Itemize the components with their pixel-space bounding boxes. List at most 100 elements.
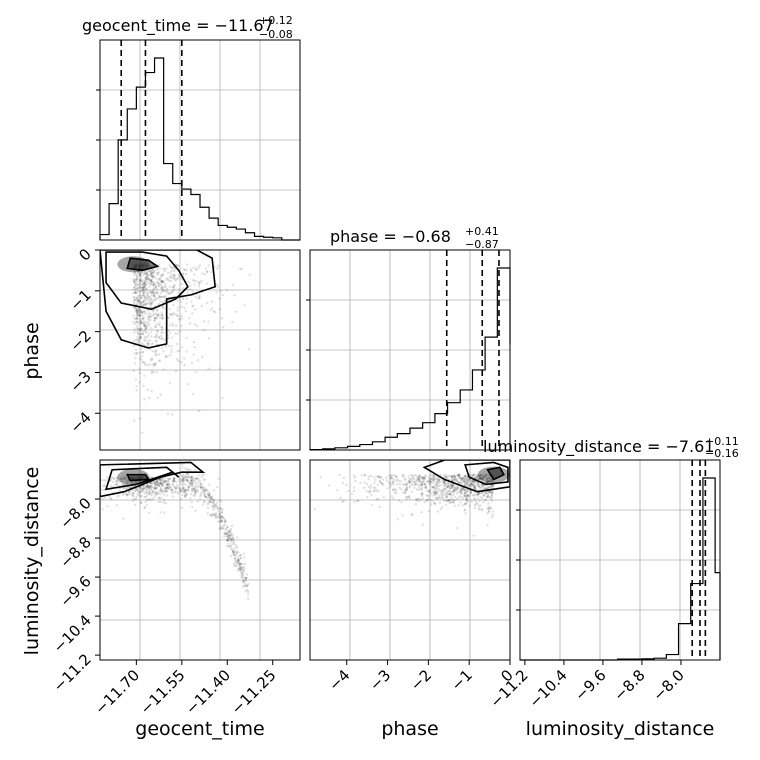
scatter-point	[133, 419, 136, 422]
scatter-point	[478, 477, 481, 480]
scatter-point	[88, 485, 90, 487]
scatter-point	[234, 554, 238, 557]
scatter-point	[141, 317, 144, 320]
scatter-point	[136, 493, 139, 496]
scatter-point	[165, 277, 168, 280]
scatter-point	[139, 294, 143, 298]
scatter-point	[147, 325, 150, 328]
scatter-point	[200, 473, 204, 476]
scatter-point	[487, 505, 490, 508]
scatter-point	[155, 308, 159, 311]
scatter-point	[445, 482, 449, 485]
scatter-point	[480, 473, 483, 476]
scatter-point	[469, 479, 473, 483]
scatter-point	[458, 475, 462, 478]
scatter-point	[140, 332, 143, 335]
scatter-point	[457, 473, 461, 476]
scatter-point	[152, 283, 155, 286]
scatter-point	[205, 282, 208, 285]
scatter-point	[488, 490, 492, 494]
scatter-point	[179, 489, 182, 492]
scatter-point	[151, 490, 154, 493]
scatter-point	[144, 500, 147, 504]
scatter-point	[233, 547, 237, 550]
scatter-point	[483, 498, 486, 501]
scatter-point	[480, 492, 483, 495]
scatter-point	[478, 492, 481, 495]
scatter-point	[187, 468, 190, 471]
scatter-point	[408, 497, 411, 500]
scatter-point	[473, 506, 477, 510]
scatter-point	[408, 479, 411, 483]
scatter-point	[446, 492, 449, 495]
scatter-point	[132, 300, 136, 303]
scatter-point	[122, 477, 125, 481]
scatter-point	[171, 273, 174, 276]
scatter-point	[159, 274, 163, 277]
scatter-point	[461, 487, 464, 490]
scatter-point	[353, 476, 357, 479]
scatter-point	[135, 309, 138, 313]
scatter-point	[196, 476, 199, 480]
title-phase-plus: +0.41	[465, 225, 499, 238]
scatter-point	[144, 271, 148, 275]
scatter-point	[231, 283, 235, 287]
scatter-point	[434, 491, 437, 495]
scatter-point	[444, 491, 447, 494]
scatter-point	[238, 563, 242, 566]
scatter-point	[247, 597, 250, 601]
scatter-point	[233, 557, 236, 560]
scatter-point	[445, 495, 448, 498]
scatter-point	[216, 267, 219, 270]
scatter-point	[165, 486, 168, 489]
scatter-point	[189, 479, 193, 482]
scatter-point	[96, 486, 98, 488]
scatter-point	[143, 272, 146, 276]
scatter-point	[246, 593, 250, 596]
scatter-point	[471, 480, 474, 483]
scatter-point	[441, 497, 444, 500]
scatter-point	[443, 493, 447, 496]
scatter-point	[147, 274, 150, 277]
scatter-point	[401, 491, 405, 494]
scatter-point	[144, 326, 147, 329]
scatter-point	[468, 504, 471, 508]
scatter-point	[156, 314, 159, 317]
scatter-point	[124, 483, 128, 486]
scatter-point	[161, 287, 165, 290]
scatter-point	[143, 295, 147, 299]
scatter-point	[178, 478, 181, 482]
scatter-point	[141, 288, 145, 291]
scatter-point	[376, 475, 379, 479]
scatter-point	[350, 492, 353, 496]
scatter-point	[160, 489, 163, 492]
scatter-point	[134, 271, 137, 274]
scatter-point	[432, 476, 436, 479]
scatter-point	[196, 490, 199, 493]
scatter-point	[185, 472, 188, 475]
scatter-point	[142, 486, 145, 490]
scatter-point	[179, 489, 183, 493]
scatter-point	[431, 477, 434, 480]
scatter-point	[484, 498, 488, 502]
scatter-point	[136, 270, 140, 273]
scatter-point	[160, 347, 164, 350]
scatter-point	[482, 500, 485, 504]
scatter-point	[134, 481, 137, 484]
scatter-point	[123, 478, 127, 481]
scatter-point	[152, 282, 156, 286]
scatter-point	[242, 567, 246, 571]
scatter-point	[199, 485, 202, 488]
scatter-point	[189, 268, 193, 271]
scatter-point	[122, 487, 125, 490]
scatter-point	[154, 325, 157, 329]
scatter-point	[424, 485, 427, 488]
scatter-point	[214, 511, 218, 515]
scatter-point	[410, 480, 414, 483]
scatter-point	[138, 290, 141, 294]
scatter-point	[155, 486, 158, 490]
scatter-point	[128, 490, 131, 494]
scatter-point	[154, 325, 158, 328]
scatter-point	[213, 504, 216, 508]
scatter-point	[166, 487, 169, 490]
